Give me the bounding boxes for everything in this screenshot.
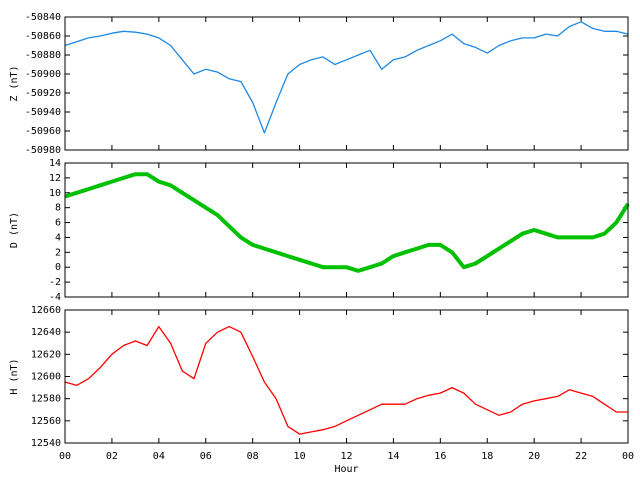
x-tick-label: 10	[294, 451, 306, 462]
y-tick-label: 12580	[31, 394, 61, 405]
y-tick-label: -50880	[25, 50, 61, 61]
x-tick-label: 14	[387, 451, 399, 462]
x-tick-label: 22	[575, 451, 587, 462]
y-axis-label: H (nT)	[9, 358, 20, 394]
x-tick-label: 02	[106, 451, 118, 462]
y-tick-label: 2	[55, 247, 61, 258]
y-tick-label: 10	[49, 188, 61, 199]
y-tick-label: -4	[49, 292, 61, 303]
y-tick-label: 12640	[31, 327, 61, 338]
y-tick-label: -50840	[25, 12, 61, 23]
x-tick-label: 20	[528, 451, 540, 462]
plot-frame	[64, 162, 629, 298]
y-tick-label: 12600	[31, 372, 61, 383]
x-tick-label: 12	[340, 451, 352, 462]
x-tick-label: 08	[247, 451, 259, 462]
y-tick-label: 6	[55, 218, 61, 229]
plot-frame	[64, 309, 629, 444]
y-tick-label: 12660	[31, 305, 61, 316]
y-tick-label: 12620	[31, 349, 61, 360]
y-tick-label: 12560	[31, 416, 61, 427]
x-axis-label: Hour	[334, 464, 358, 475]
data-line	[64, 325, 628, 435]
y-tick-label: 12	[49, 173, 61, 184]
x-tick-label: 18	[481, 451, 493, 462]
x-tick-label: 04	[153, 451, 165, 462]
y-axis-label: Z (nT)	[9, 65, 20, 101]
y-tick-label: -50920	[25, 88, 61, 99]
y-tick-label: -50960	[25, 126, 61, 137]
data-line	[64, 172, 630, 273]
x-tick-label: 16	[434, 451, 446, 462]
y-tick-label: -50860	[25, 31, 61, 42]
y-axis-label: D (nT)	[9, 212, 20, 248]
y-tick-label: 12540	[31, 438, 61, 449]
data-line	[64, 21, 629, 134]
y-tick-label: 4	[55, 232, 61, 243]
y-tick-label: 0	[55, 262, 61, 273]
y-tick-label: -50900	[25, 69, 61, 80]
x-tick-label: 00	[622, 451, 634, 462]
plot-frame	[64, 16, 629, 151]
y-tick-label: -2	[49, 277, 61, 288]
x-tick-label: 06	[200, 451, 212, 462]
y-tick-label: -50980	[25, 145, 61, 156]
y-tick-label: -50940	[25, 107, 61, 118]
x-tick-label: 00	[59, 451, 71, 462]
y-tick-label: 8	[55, 203, 61, 214]
y-tick-label: 14	[49, 158, 61, 169]
